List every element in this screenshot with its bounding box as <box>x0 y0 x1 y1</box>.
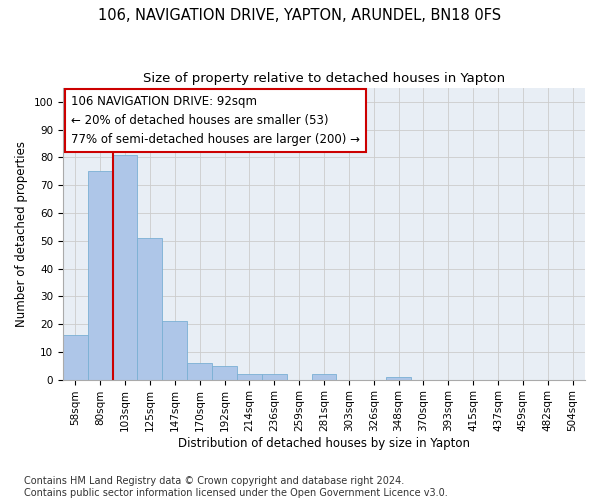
Bar <box>163 322 187 380</box>
Bar <box>386 377 411 380</box>
Bar <box>88 172 113 380</box>
Bar <box>63 335 88 380</box>
Bar <box>212 366 237 380</box>
Y-axis label: Number of detached properties: Number of detached properties <box>15 141 28 327</box>
Bar <box>113 154 137 380</box>
Text: 106 NAVIGATION DRIVE: 92sqm
← 20% of detached houses are smaller (53)
77% of sem: 106 NAVIGATION DRIVE: 92sqm ← 20% of det… <box>71 96 360 146</box>
Bar <box>311 374 337 380</box>
Bar <box>187 363 212 380</box>
Text: 106, NAVIGATION DRIVE, YAPTON, ARUNDEL, BN18 0FS: 106, NAVIGATION DRIVE, YAPTON, ARUNDEL, … <box>98 8 502 22</box>
Bar <box>137 238 163 380</box>
Bar <box>237 374 262 380</box>
Title: Size of property relative to detached houses in Yapton: Size of property relative to detached ho… <box>143 72 505 86</box>
Text: Contains HM Land Registry data © Crown copyright and database right 2024.
Contai: Contains HM Land Registry data © Crown c… <box>24 476 448 498</box>
X-axis label: Distribution of detached houses by size in Yapton: Distribution of detached houses by size … <box>178 437 470 450</box>
Bar <box>262 374 287 380</box>
